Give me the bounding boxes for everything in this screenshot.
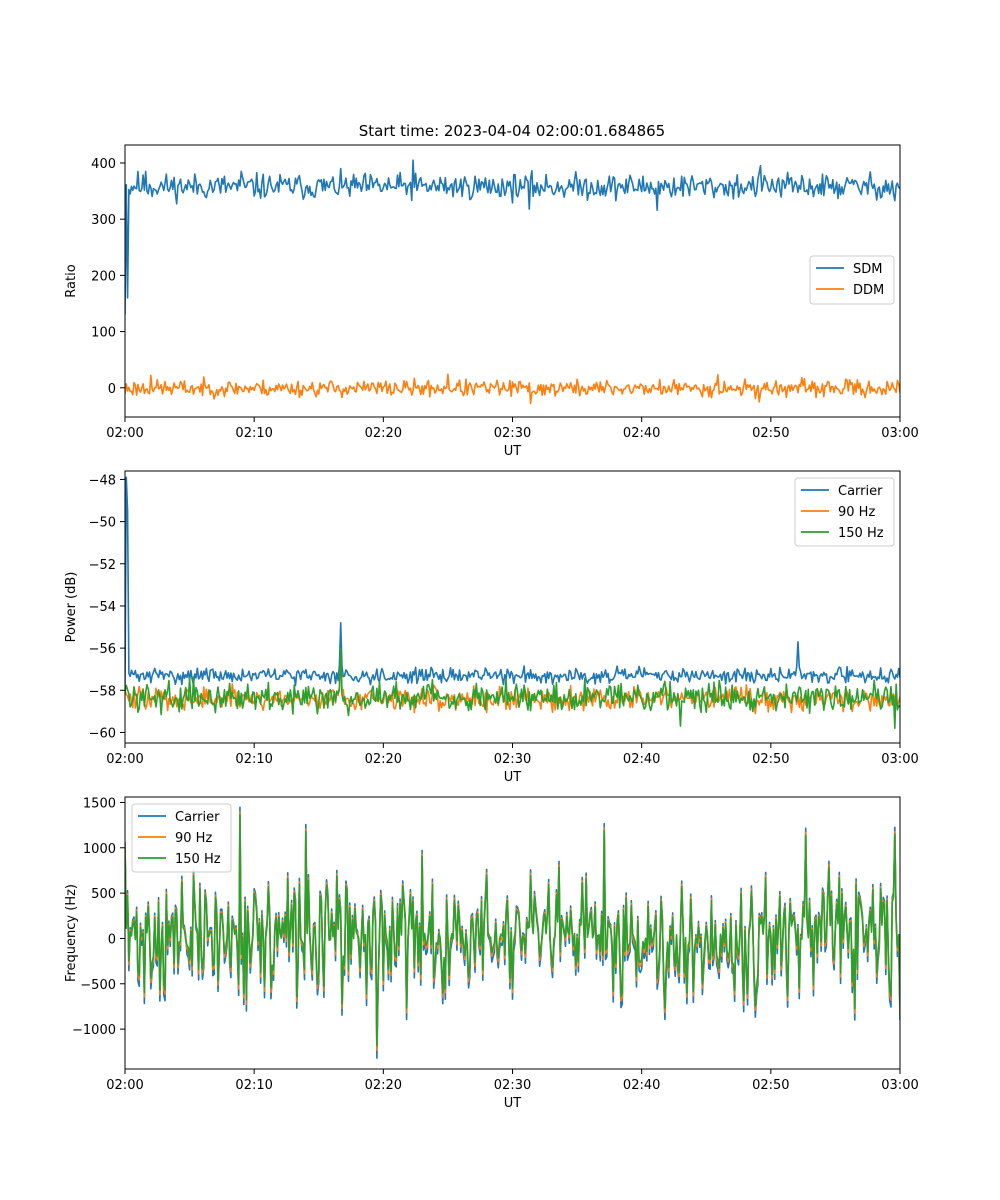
x-axis-label: UT [504, 444, 522, 459]
x-tick-label: 02:40 [623, 752, 660, 767]
y-tick-label: −54 [89, 600, 116, 615]
series-line-carrier [125, 476, 900, 687]
x-tick-label: 02:50 [752, 1078, 789, 1093]
legend-entry: 90 Hz [838, 505, 875, 520]
y-tick-label: −1000 [72, 1023, 116, 1038]
x-tick-label: 02:20 [365, 752, 402, 767]
y-tick-label: 300 [91, 213, 116, 228]
chart-panel-3: 02:00 02:10 02:20 02:30 02:40 02:50 03:00 −1000… [64, 796, 919, 1111]
x-axis-label: UT [504, 770, 522, 785]
legend-entry: 150 Hz [175, 852, 221, 867]
legend-box [794, 477, 895, 547]
y-tick-label: 0 [108, 932, 116, 947]
x-tick-label: 02:20 [365, 426, 402, 441]
chart-panel-1: 02:00 02:10 02:20 02:30 02:40 02:50 03:00 0 100 2… [64, 144, 919, 459]
y-tick-label: −500 [80, 978, 116, 993]
x-tick-label: 02:10 [235, 426, 272, 441]
x-tick-label: 03:00 [881, 426, 918, 441]
legend-entry: SDM [853, 262, 882, 277]
y-tick-label: 200 [91, 269, 116, 284]
x-tick-label: 02:40 [623, 426, 660, 441]
y-tick-label: −48 [89, 473, 116, 488]
figure-title: Start time: 2023-04-04 02:00:01.684865 [359, 122, 665, 140]
y-axis-label: Ratio [64, 264, 79, 297]
y-tick-label: −50 [89, 516, 116, 531]
legend: SDM DDM [809, 255, 895, 305]
chart-panel-2: 02:00 02:10 02:20 02:30 02:40 02:50 03:00 −60 −5… [64, 470, 919, 785]
x-axis-label: UT [504, 1096, 522, 1111]
x-tick-label: 02:50 [752, 752, 789, 767]
y-tick-label: −56 [89, 642, 116, 657]
series-line-150-hz [125, 647, 900, 730]
legend-entry: DDM [853, 283, 884, 298]
y-tick-label: 500 [91, 887, 116, 902]
legend-entry: Carrier [175, 810, 220, 825]
plot-area [125, 806, 900, 1059]
y-axis-label: Power (dB) [64, 572, 79, 643]
legend: Carrier 90 Hz 150 Hz [131, 803, 232, 873]
y-tick-label: −58 [89, 684, 116, 699]
y-tick-label: −52 [89, 558, 116, 573]
x-tick-label: 02:30 [494, 1078, 531, 1093]
y-tick-label: 1500 [83, 796, 116, 811]
x-tick-label: 03:00 [881, 1078, 918, 1093]
y-tick-label: 0 [108, 382, 116, 397]
series-line-sdm [125, 159, 900, 315]
x-tick-label: 02:50 [752, 426, 789, 441]
y-tick-label: 1000 [83, 842, 116, 857]
series-line-ddm [125, 373, 900, 405]
legend-entry: 150 Hz [838, 526, 884, 541]
plot-area [125, 476, 900, 730]
x-tick-label: 02:30 [494, 426, 531, 441]
plot-area [125, 159, 900, 405]
series-line-150-hz [125, 814, 900, 1047]
x-tick-label: 02:10 [235, 752, 272, 767]
legend: Carrier 90 Hz 150 Hz [794, 477, 895, 547]
y-axis-label: Frequency (Hz) [64, 884, 79, 982]
x-tick-label: 02:00 [106, 752, 143, 767]
y-tick-label: 400 [91, 157, 116, 172]
x-tick-label: 02:20 [365, 1078, 402, 1093]
x-tick-label: 03:00 [881, 752, 918, 767]
x-tick-label: 02:00 [106, 1078, 143, 1093]
x-tick-label: 02:00 [106, 426, 143, 441]
legend-box [131, 803, 232, 873]
y-tick-label: 100 [91, 326, 116, 341]
x-tick-label: 02:30 [494, 752, 531, 767]
x-tick-label: 02:10 [235, 1078, 272, 1093]
x-tick-label: 02:40 [623, 1078, 660, 1093]
legend-entry: 90 Hz [175, 831, 212, 846]
legend-entry: Carrier [838, 484, 883, 499]
y-tick-label: −60 [89, 726, 116, 741]
